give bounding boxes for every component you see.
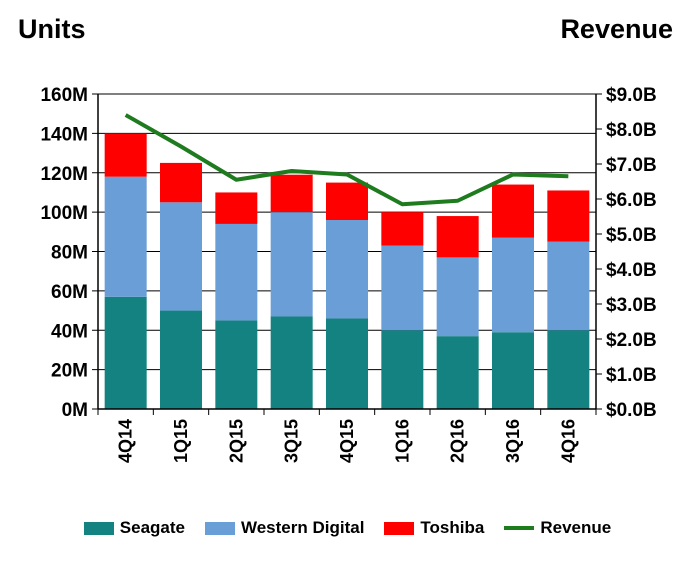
- bar-toshiba: [160, 162, 202, 203]
- legend-label-western-digital: Western Digital: [240, 518, 365, 537]
- bar-seagate: [326, 318, 368, 409]
- x-tick-label: 2Q16: [448, 419, 468, 463]
- bar-seagate: [270, 316, 313, 409]
- legend-item-revenue: Revenue: [504, 518, 611, 538]
- x-tick-label: 4Q16: [558, 419, 578, 463]
- bar-seagate: [436, 336, 479, 409]
- legend-swatch-revenue: [504, 526, 535, 530]
- y-left-tick-label: 100M: [40, 203, 88, 224]
- y-right-tick-label: $2.0B: [606, 330, 657, 351]
- x-tick-label: 3Q16: [503, 419, 523, 463]
- x-tick-label: 3Q15: [282, 419, 302, 463]
- bar-western-digital: [436, 257, 479, 337]
- y-right-tick-label: $1.0B: [606, 365, 657, 386]
- y-left-tick-label: 20M: [51, 361, 88, 382]
- bar-western-digital: [270, 212, 313, 317]
- bar-toshiba: [104, 133, 147, 177]
- y-left-tick-label: 160M: [40, 85, 88, 106]
- legend-item-seagate: Seagate: [83, 518, 185, 538]
- y-left-tick-label: 60M: [51, 282, 88, 303]
- chart-canvas: 0M 20M 40M 60M 80M 100M 120M 140M 160M $0.0B $1.0B…: [40, 85, 657, 463]
- y-left-tick-label: 40M: [51, 321, 88, 342]
- bar-western-digital: [492, 237, 534, 333]
- bar-seagate: [160, 310, 202, 409]
- bar-toshiba: [326, 182, 368, 220]
- legend-swatch-toshiba: [384, 521, 415, 535]
- bar-toshiba: [270, 174, 313, 213]
- bar-western-digital: [215, 223, 258, 321]
- bar-toshiba: [215, 192, 258, 224]
- y-right-tick-label: $5.0B: [606, 225, 657, 246]
- legend-item-toshiba: Toshiba: [384, 518, 484, 538]
- y-right-tick-label: $4.0B: [606, 260, 657, 281]
- y-left-tick-label: 120M: [40, 164, 88, 185]
- y-right-tick-label: $6.0B: [606, 190, 657, 211]
- legend-item-western-digital: Western Digital: [204, 518, 365, 538]
- x-tick-label: 1Q16: [392, 419, 412, 463]
- bar-seagate: [547, 330, 590, 409]
- bar-western-digital: [160, 202, 202, 311]
- y-right-tick-label: $7.0B: [606, 155, 657, 176]
- y-left-tick-label: 140M: [40, 124, 88, 145]
- bar-seagate: [104, 296, 147, 409]
- legend-swatch-seagate: [83, 521, 114, 535]
- x-tick-label: 1Q15: [171, 419, 191, 463]
- legend-label-seagate: Seagate: [119, 518, 185, 537]
- bar-seagate: [215, 320, 258, 409]
- left-axis-title: Units: [18, 14, 86, 44]
- bar-western-digital: [326, 220, 368, 319]
- revenue-line: [124, 113, 569, 207]
- y-right-tick-label: $3.0B: [606, 295, 657, 316]
- y-right-tick-label: $9.0B: [606, 85, 657, 106]
- bar-western-digital: [547, 241, 590, 331]
- legend-label-revenue: Revenue: [540, 518, 612, 537]
- bar-toshiba: [492, 184, 534, 238]
- y-right-tick-label: $0.0B: [606, 400, 657, 421]
- legend: Seagate Western Digital Toshiba Revenue: [0, 518, 695, 538]
- bar-western-digital: [381, 245, 424, 331]
- bar-western-digital: [104, 176, 147, 297]
- legend-swatch-western-digital: [204, 521, 235, 535]
- bar-toshiba: [436, 216, 479, 258]
- bar-seagate: [492, 332, 534, 409]
- bar-toshiba: [381, 212, 424, 246]
- y-left-tick-label: 0M: [62, 400, 88, 421]
- x-tick-label: 4Q14: [116, 419, 136, 463]
- right-axis-title: Revenue: [560, 14, 673, 44]
- x-tick-label: 2Q15: [226, 419, 246, 463]
- y-left-tick-label: 80M: [51, 243, 88, 264]
- legend-label-toshiba: Toshiba: [420, 518, 485, 537]
- bar-seagate: [381, 330, 424, 409]
- x-tick-label: 4Q15: [337, 419, 357, 463]
- y-right-tick-label: $8.0B: [606, 120, 657, 141]
- bar-toshiba: [547, 190, 590, 242]
